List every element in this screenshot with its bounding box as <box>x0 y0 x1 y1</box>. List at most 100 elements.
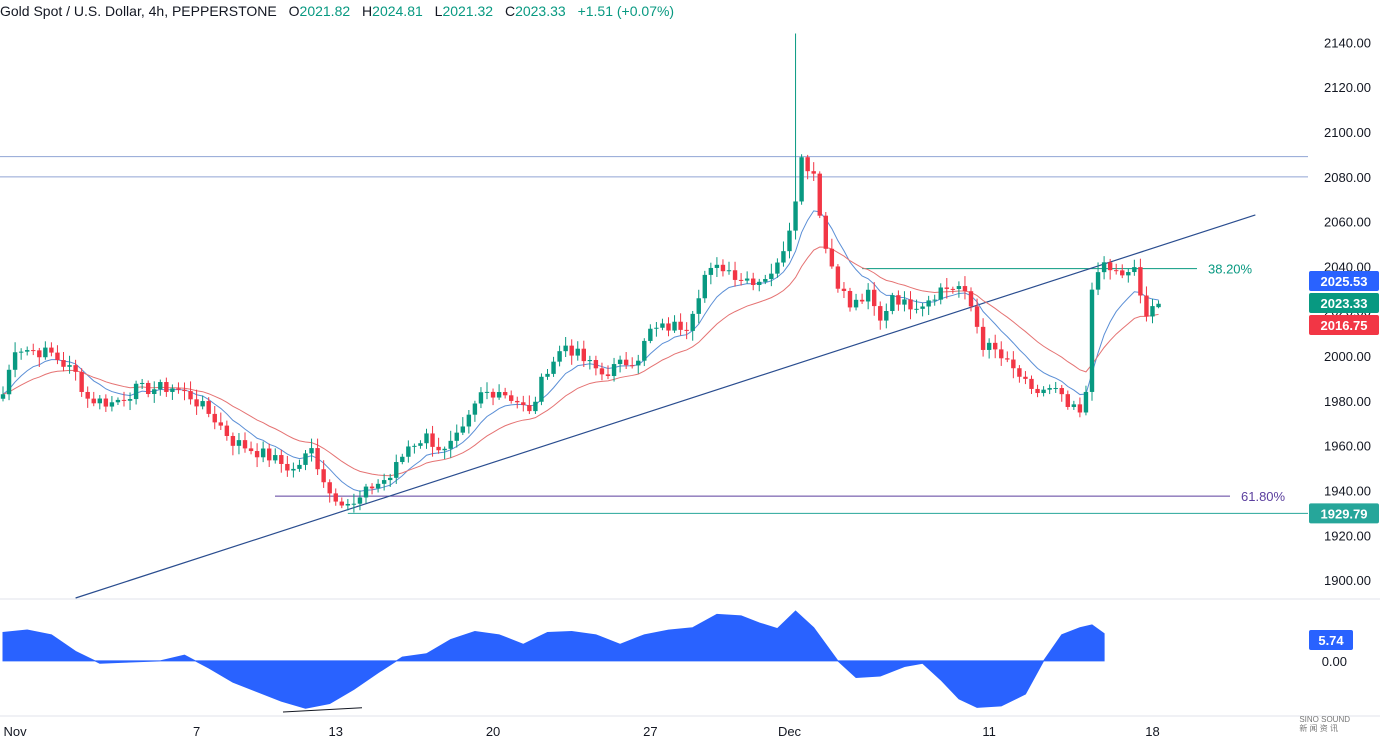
candle-172 <box>1041 386 1046 397</box>
candle-body <box>1156 303 1161 308</box>
change-value: +1.51 (+0.07%) <box>577 3 675 19</box>
candle-107 <box>648 324 653 344</box>
candle-body <box>194 399 199 407</box>
candle-46 <box>279 449 284 473</box>
candle-139 <box>841 282 847 299</box>
candle-10 <box>61 352 66 372</box>
candle-23 <box>139 378 145 390</box>
candle-180 <box>1089 282 1095 401</box>
candle-96 <box>581 340 586 368</box>
candle-91 <box>551 356 556 377</box>
candle-body <box>303 453 308 465</box>
candle-body <box>418 443 423 446</box>
candle-body <box>878 306 883 321</box>
candle-113 <box>684 322 689 340</box>
y-tick-label: 1960.00 <box>1324 439 1371 454</box>
candle-56 <box>339 497 344 509</box>
candle-body <box>267 448 272 461</box>
candle-160 <box>968 287 974 312</box>
candle-body <box>91 398 96 404</box>
candle-body <box>212 413 217 423</box>
candle-body <box>321 469 326 483</box>
y-tick-label: 1980.00 <box>1324 394 1371 409</box>
candle-body <box>309 448 314 454</box>
candle-body <box>1059 388 1064 395</box>
candle-body <box>884 310 889 321</box>
candle-body <box>527 405 532 412</box>
candle-body <box>1077 404 1083 413</box>
candle-body <box>218 422 223 426</box>
candle-body <box>968 291 974 307</box>
candle-body <box>1107 262 1113 271</box>
candle-35 <box>212 405 217 430</box>
candle-152 <box>920 302 925 317</box>
candle-136 <box>823 212 828 254</box>
candle-90 <box>545 369 550 380</box>
candle-body <box>557 351 562 362</box>
x-tick-label: 20 <box>486 724 500 739</box>
candle-body <box>1035 388 1040 394</box>
open-value: 2021.82 <box>299 3 351 19</box>
candle-body <box>751 278 756 285</box>
candle-body <box>55 352 60 361</box>
candle-47 <box>285 455 290 477</box>
x-tick-label: 18 <box>1145 724 1159 739</box>
candle-108 <box>654 321 659 337</box>
candle-body <box>1089 289 1095 392</box>
y-tick-label: 2060.00 <box>1324 215 1371 230</box>
candle-159 <box>962 276 968 300</box>
candle-body <box>472 403 478 415</box>
candle-body <box>496 392 502 398</box>
candle-171 <box>1035 384 1040 398</box>
candle-45 <box>273 448 278 464</box>
candle-body <box>769 273 774 280</box>
candle-135 <box>817 171 822 219</box>
candle-body <box>1138 267 1143 296</box>
lower-price-badge-bg <box>1309 315 1379 335</box>
candle-body <box>152 389 157 395</box>
candle-body <box>902 299 907 305</box>
candle-39 <box>236 433 242 455</box>
candle-146 <box>884 303 889 329</box>
candle-body <box>944 287 949 289</box>
candle-body <box>61 360 66 367</box>
candle-158 <box>956 281 962 298</box>
y-tick-label: 2120.00 <box>1324 80 1371 95</box>
candle-48 <box>291 462 296 478</box>
candle-59 <box>357 490 363 511</box>
candle-body <box>478 392 484 404</box>
candle-body <box>617 359 623 365</box>
candle-88 <box>533 396 538 414</box>
candle-body <box>285 463 290 471</box>
close-label: C <box>504 3 516 19</box>
candle-165 <box>999 341 1004 366</box>
candle-49 <box>297 459 302 472</box>
candle-body <box>605 374 611 377</box>
candle-body <box>636 360 641 366</box>
candle-119 <box>720 259 726 277</box>
candle-89 <box>539 373 544 406</box>
candles-group <box>0 33 1161 513</box>
candle-3 <box>18 348 24 360</box>
fib-618-label: 61.80% <box>1241 489 1286 504</box>
candle-134 <box>811 162 816 182</box>
oscillator-badge: 5.74 <box>1309 630 1353 650</box>
candle-body <box>920 306 925 309</box>
candle-body <box>654 327 659 329</box>
candle-body <box>1083 391 1089 413</box>
candle-131 <box>793 33 798 240</box>
candle-15 <box>91 391 96 407</box>
candle-body <box>73 365 78 372</box>
low-value: 2021.32 <box>442 3 494 19</box>
candle-13 <box>79 368 84 397</box>
candle-128 <box>775 258 780 278</box>
candle-67 <box>406 440 411 463</box>
candle-121 <box>732 261 738 287</box>
candle-body <box>872 289 877 307</box>
candle-77 <box>466 410 472 434</box>
candle-149 <box>902 291 907 312</box>
candle-95 <box>575 341 580 361</box>
candle-body <box>690 313 695 331</box>
oscillator-badge-text: 5.74 <box>1318 633 1344 648</box>
